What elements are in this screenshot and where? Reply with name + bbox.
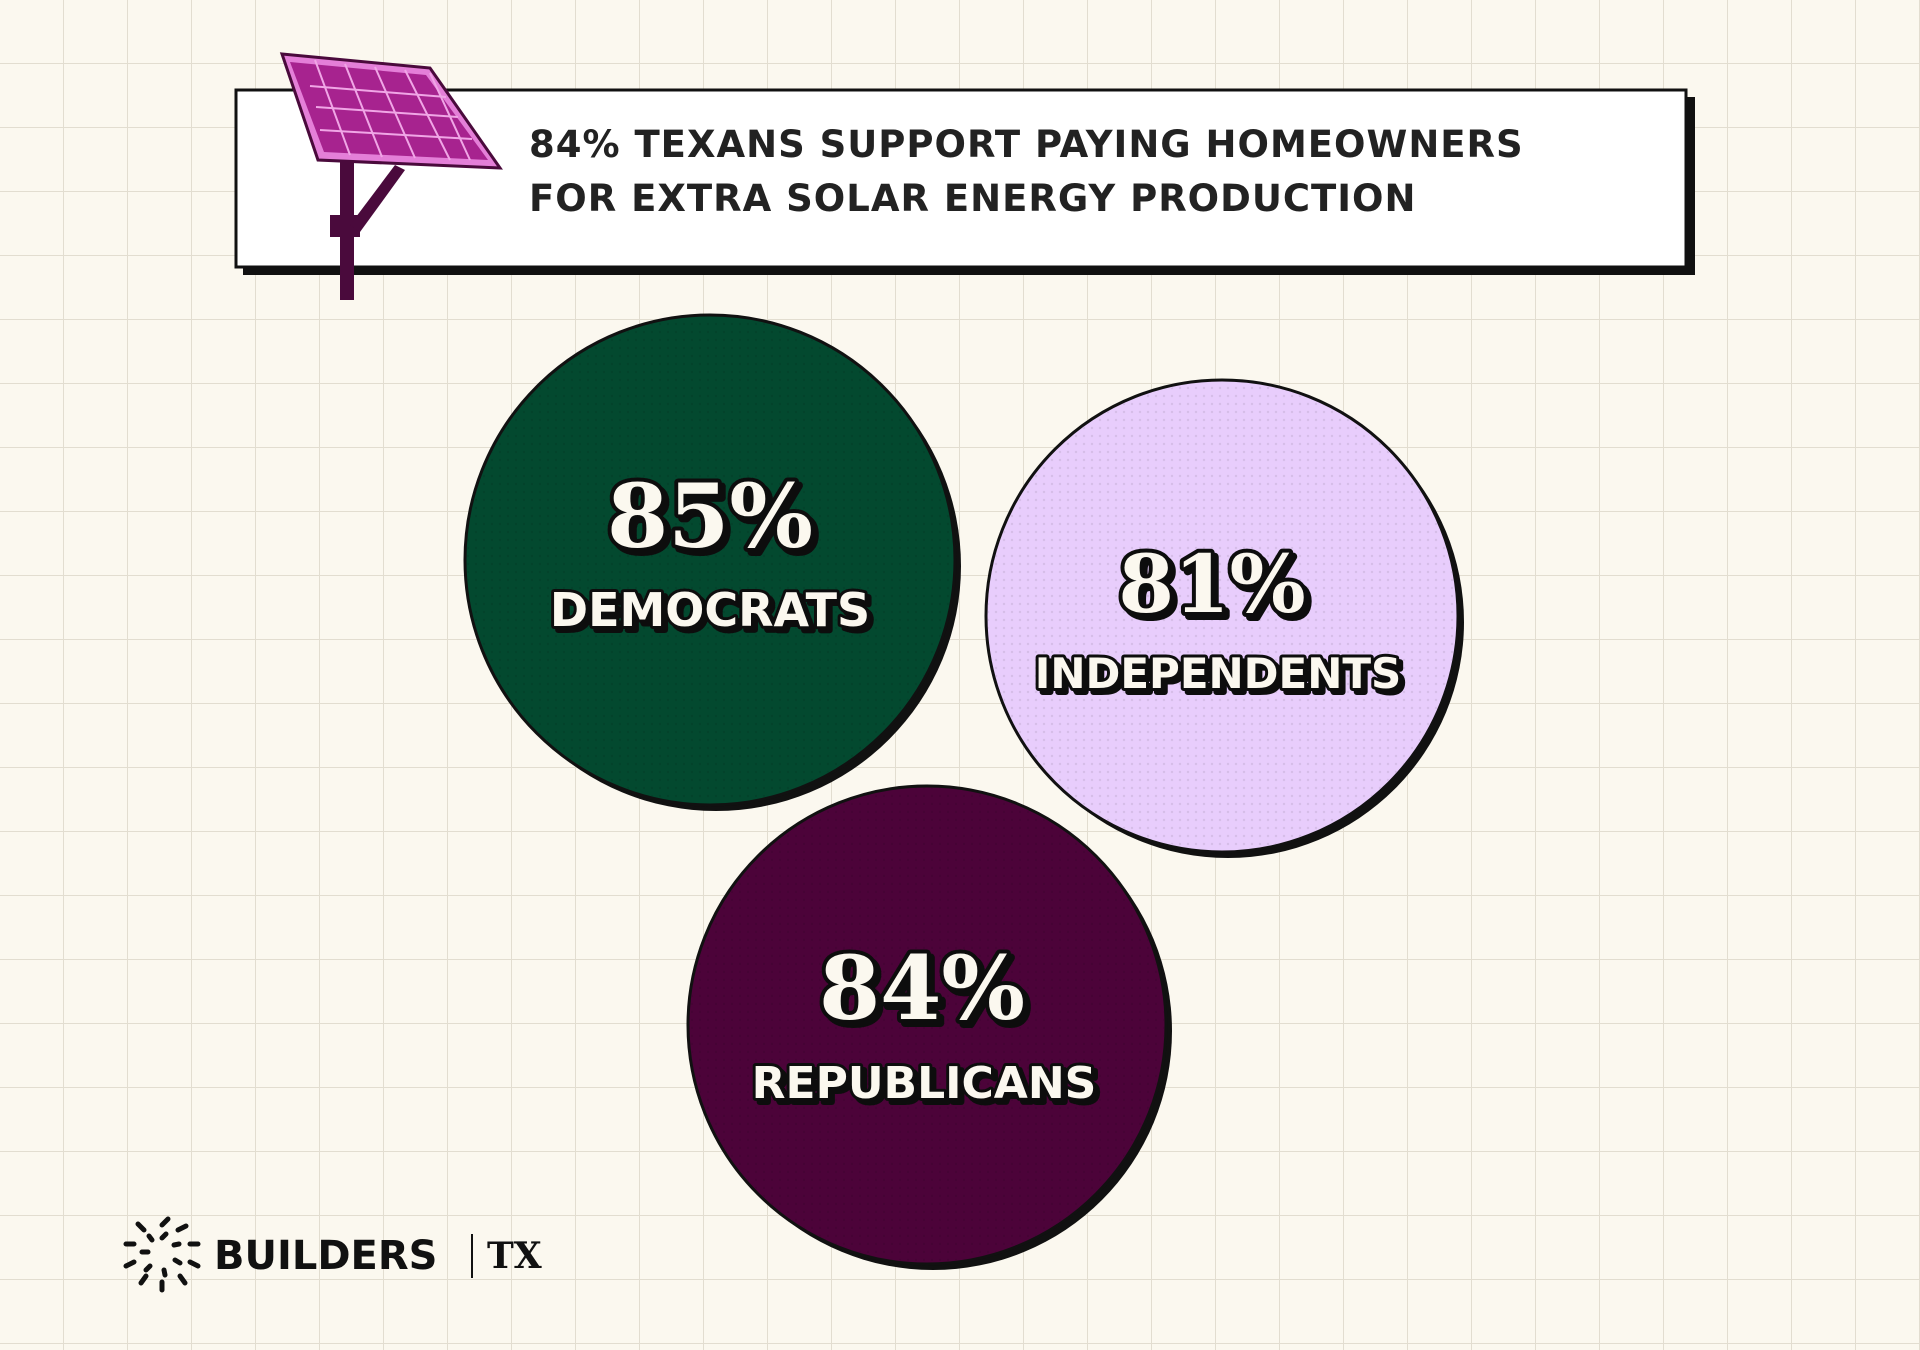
group-democrats: 85% DEMOCRATS	[463, 313, 961, 811]
group-value: 84%	[819, 936, 1025, 1040]
title-line: FOR EXTRA SOLAR ENERGY PRODUCTION	[529, 177, 1416, 220]
group-label: INDEPENDENTS	[1035, 649, 1402, 698]
group-label: DEMOCRATS	[550, 583, 870, 637]
group-value: 85%	[607, 464, 813, 568]
logo-mark	[123, 1216, 201, 1293]
group-label: REPUBLICANS	[752, 1058, 1097, 1109]
group-value: 81%	[1118, 537, 1305, 631]
group-independents: 81% INDEPENDENTS	[984, 378, 1464, 858]
solar-panel-icon	[279, 52, 503, 300]
group-republicans: 84% REPUBLICANS	[686, 784, 1172, 1270]
logo-name: BUILDERS	[214, 1233, 437, 1279]
title-box	[234, 88, 1688, 269]
title-line: 84% TEXANS SUPPORT PAYING HOMEOWNERS	[529, 123, 1524, 166]
logo-region: TX	[487, 1235, 542, 1277]
